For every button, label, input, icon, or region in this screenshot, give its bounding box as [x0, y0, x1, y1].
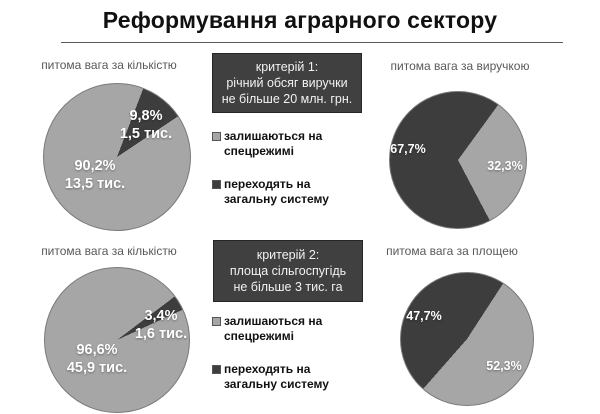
- legend-swatch-dark-icon: [212, 180, 221, 189]
- criterion1-line1: критерій 1:: [255, 60, 319, 74]
- criterion1-line3: не більше 20 млн. грн.: [221, 92, 353, 106]
- pie-chart-revenue: [389, 91, 527, 229]
- pie-label-count: 1,5 тис.: [119, 126, 173, 142]
- criterion1-line2: річний обсяг виручки: [226, 76, 348, 90]
- legend-label-line2: спецрежимі: [224, 329, 294, 343]
- pie-label-count: 45,9 тис.: [66, 360, 128, 376]
- legend-label-line1: переходять на: [224, 177, 311, 191]
- legend-label-line1: залишаються на: [224, 314, 323, 328]
- criterion1-box: критерій 1: річний обсяг виручки не біль…: [212, 53, 362, 113]
- pie-title-count-criterion2: питома вага за кількістю: [41, 244, 177, 258]
- pie-label-percent: 3,4%: [144, 308, 178, 324]
- pie-label-percent: 32,3%: [487, 159, 523, 173]
- pie-label-minor-slice: 3,4% 1,6 тис.: [115, 307, 207, 343]
- legend-swatch-light-icon: [212, 132, 221, 141]
- pie-chart-count-criterion2: [44, 267, 190, 413]
- legend-swatch-dark-icon: [212, 365, 221, 374]
- pie-title-area: питома вага за площею: [386, 244, 518, 258]
- legend-label-line2: загальну систему: [224, 192, 329, 206]
- pie-label-percent: 90,2%: [74, 158, 116, 174]
- pie-label-major-slice: 96,6% 45,9 тис.: [51, 341, 143, 377]
- pie-label-major-slice: 90,2% 13,5 тис.: [49, 157, 141, 193]
- legend-item-stay: залишаються на спецрежимі: [212, 129, 374, 159]
- legend-item-stay: залишаються на спецрежимі: [212, 314, 374, 344]
- title-underline: [61, 42, 563, 43]
- pie-label-percent: 52,3%: [486, 359, 522, 373]
- legend-label-line2: спецрежимі: [224, 144, 294, 158]
- pie-title-count-criterion1: питома вага за кількістю: [41, 58, 177, 72]
- pie-title-revenue: питома вага за виручкою: [390, 59, 530, 73]
- pie-label-percent: 67,7%: [390, 142, 426, 156]
- pie-label-minor-slice: 9,8% 1,5 тис.: [100, 107, 192, 143]
- pie-chart-area: [400, 272, 534, 406]
- criterion2-box: критерій 2: площа сільгоспугідь не більш…: [213, 240, 363, 302]
- legend-label-line1: залишаються на: [224, 129, 323, 143]
- criterion2-line1: критерій 2:: [256, 248, 320, 262]
- criterion2-line3: не більше 3 тис. га: [233, 280, 343, 294]
- pie-label-percent: 47,7%: [406, 309, 442, 323]
- pie-label-percent: 96,6%: [76, 342, 118, 358]
- legend-item-switch: переходять на загальну систему: [212, 362, 374, 392]
- pie-label-percent: 9,8%: [129, 108, 163, 124]
- pie-label-count: 1,6 тис.: [134, 326, 188, 342]
- legend-label-line2: загальну систему: [224, 377, 329, 391]
- legend-label-line1: переходять на: [224, 362, 311, 376]
- pie-chart-count-criterion1: [43, 83, 191, 231]
- legend-item-switch: переходять на загальну систему: [212, 177, 374, 207]
- page-title: Реформування аграрного сектору: [102, 7, 498, 33]
- legend-criterion1: залишаються на спецрежимі переходять на …: [212, 129, 374, 225]
- legend-swatch-light-icon: [212, 317, 221, 326]
- pie-label-count: 13,5 тис.: [64, 176, 126, 192]
- legend-criterion2: залишаються на спецрежимі переходять на …: [212, 314, 374, 410]
- criterion2-line2: площа сільгоспугідь: [229, 264, 347, 278]
